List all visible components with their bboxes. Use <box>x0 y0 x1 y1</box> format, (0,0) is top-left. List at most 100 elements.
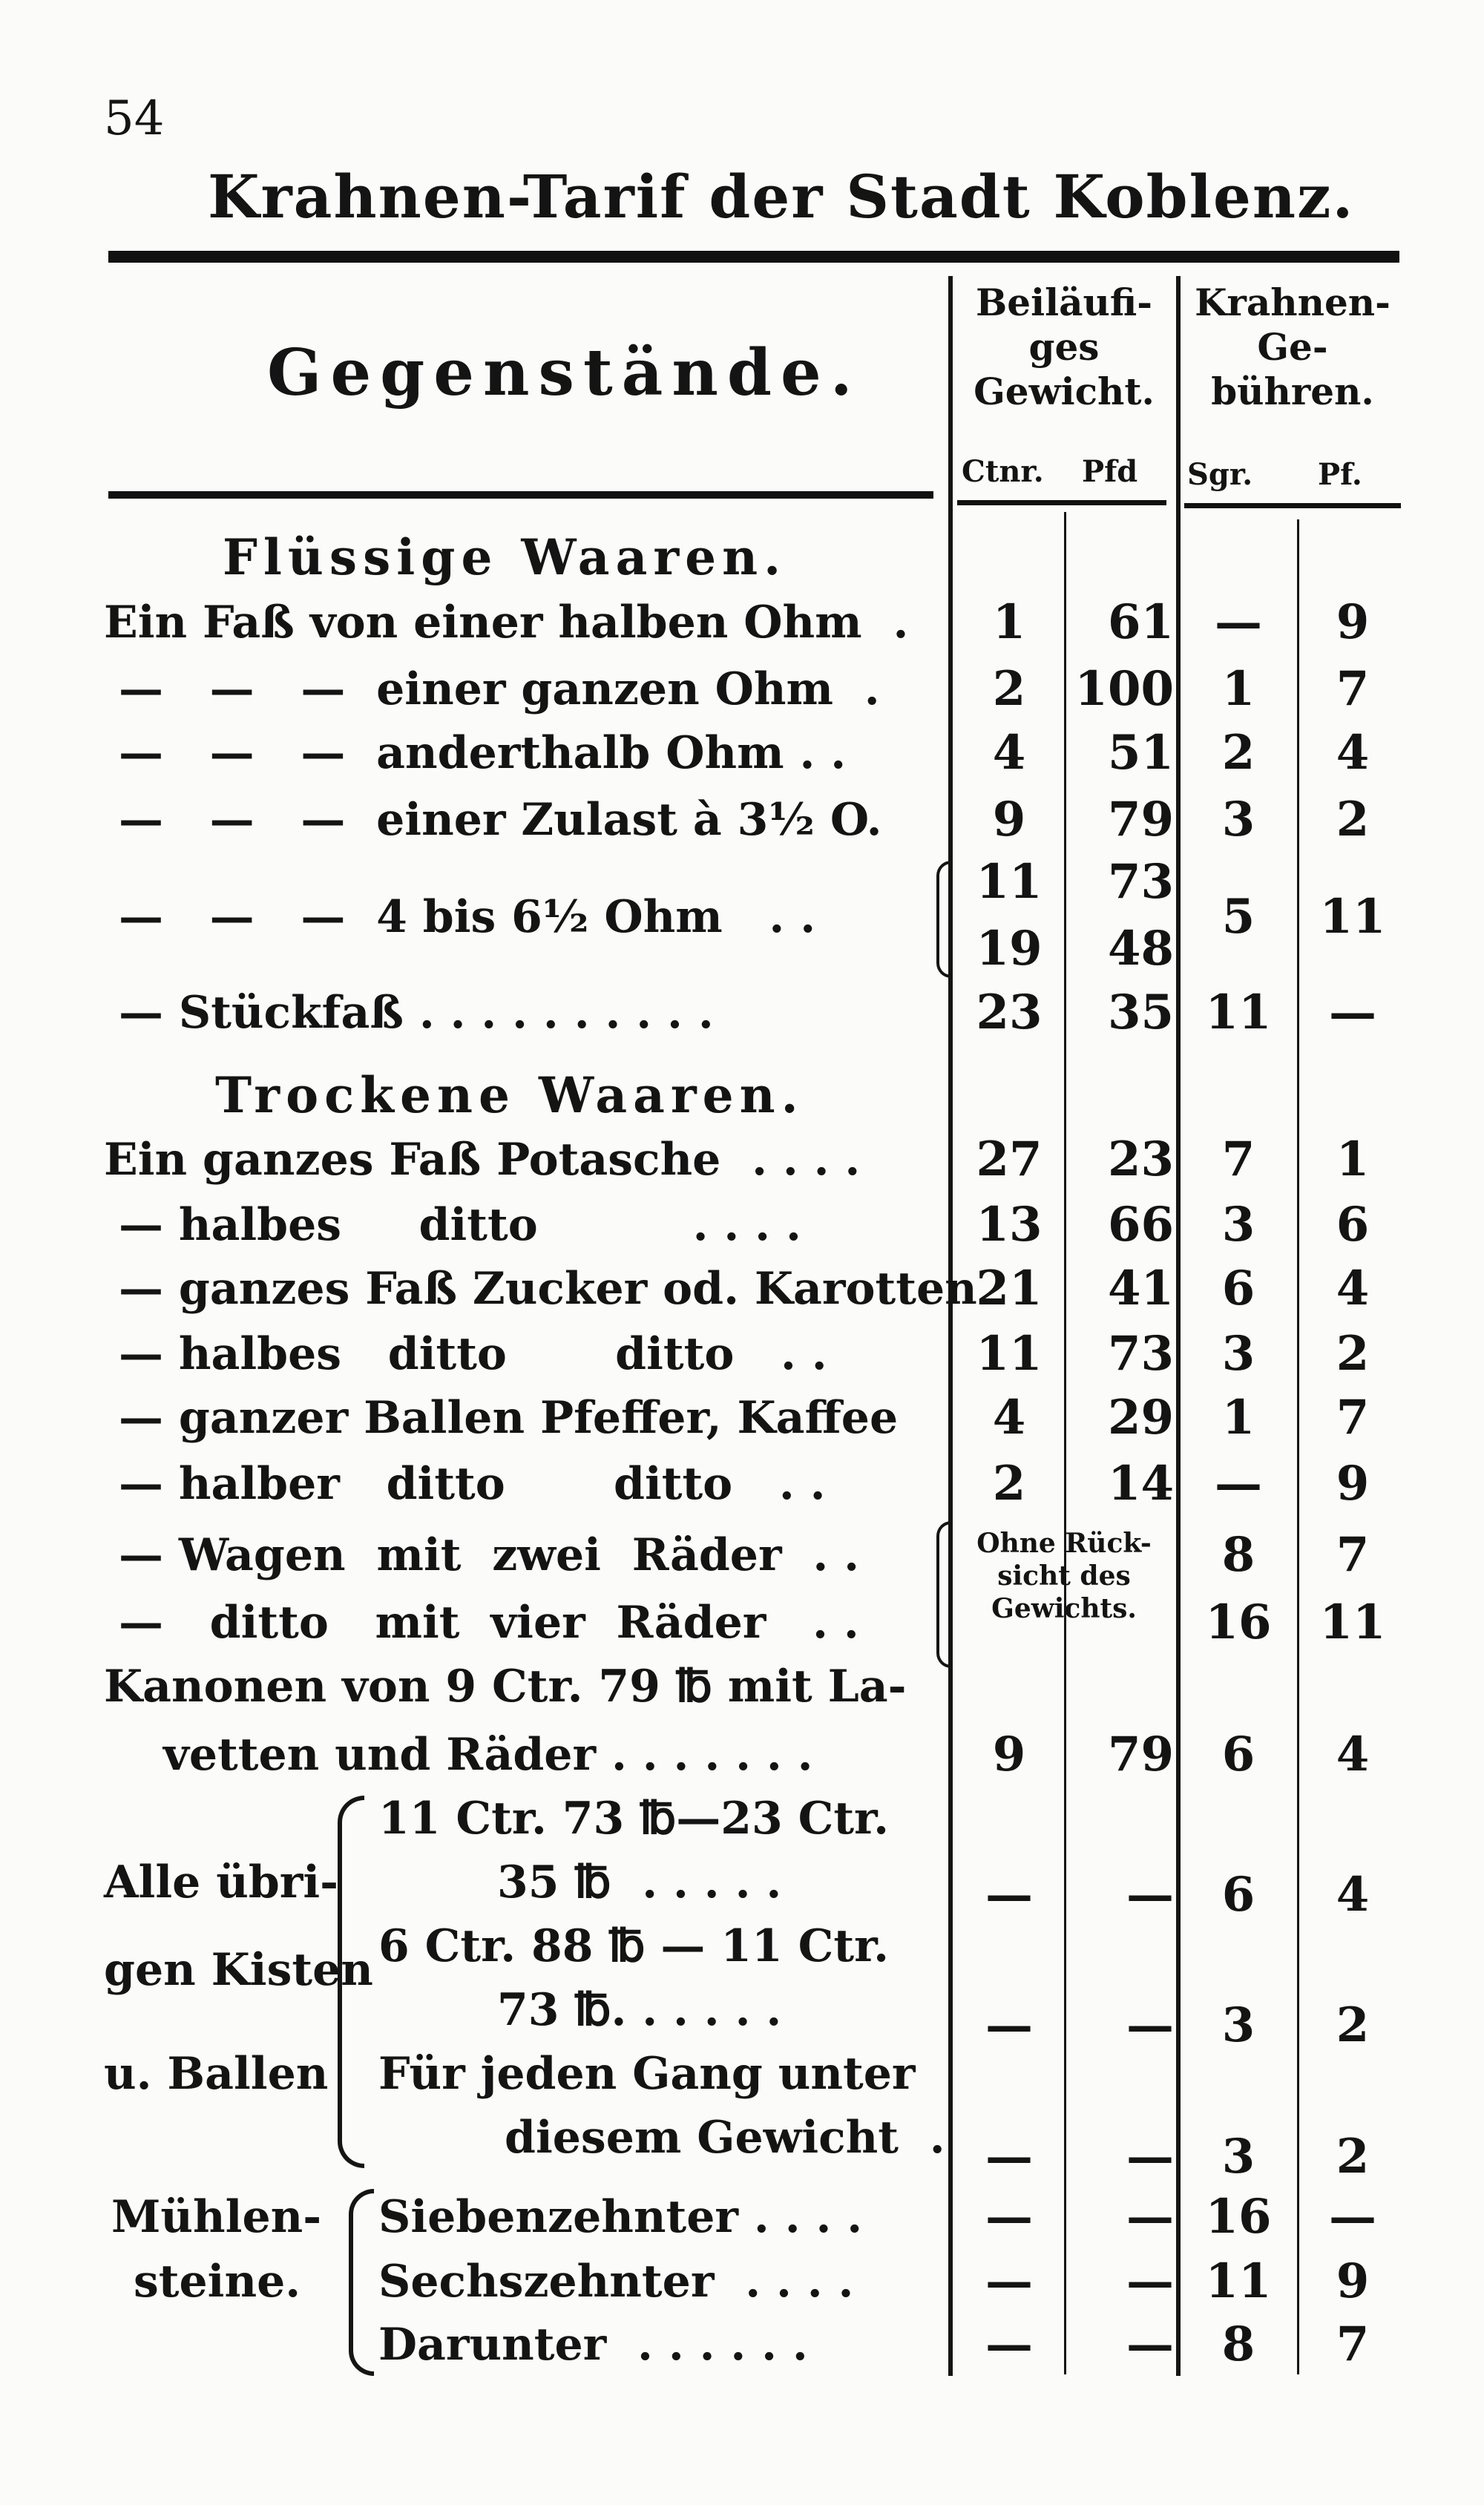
row-label: — Wagen mit zwei Räder . . <box>119 1529 859 1581</box>
weight-pfd: — <box>1126 2317 1174 2372</box>
boxes-item-label: diesem Gewicht . <box>505 2112 945 2164</box>
unit-pfd: Pfd <box>1082 454 1138 489</box>
weight-pfd: 35 <box>1107 985 1174 1040</box>
weight-ctnr: — <box>985 2253 1033 2309</box>
weight-ctnr: — <box>985 2189 1033 2245</box>
brace <box>338 1796 364 2168</box>
boxes-item-label: 6 Ctr. 88 ℔ — 11 Ctr. <box>378 1920 890 1972</box>
fee-pf: 7 <box>1336 661 1370 717</box>
row-label: — — — einer ganzen Ohm . <box>119 663 880 715</box>
weight-ctnr: 2 <box>992 661 1026 717</box>
column-line-weight <box>948 276 953 2376</box>
weight-pfd: 23 <box>1107 1132 1174 1187</box>
fee-sgr: 16 <box>1205 1595 1272 1650</box>
fee-pf: 4 <box>1336 1867 1370 1923</box>
section-liquid: Flüssige Waaren. <box>223 528 787 586</box>
millstones-label: steine. <box>134 2256 301 2308</box>
weight-ctnr: 11 <box>976 1326 1043 1382</box>
row-label: — ditto mit vier Räder . . <box>119 1597 859 1649</box>
weight-ctnr: 21 <box>976 1261 1043 1316</box>
weight-ctnr: 9 <box>992 792 1026 847</box>
fee-pf: 4 <box>1336 1261 1370 1316</box>
fee-pf: — <box>1329 2189 1376 2245</box>
header-rule-items <box>108 491 933 499</box>
header-weight: Beiläufi-ges Gewicht. <box>974 280 1155 413</box>
fee-sgr: 3 <box>1221 1197 1255 1252</box>
fee-sgr: 3 <box>1221 2129 1255 2184</box>
millstones-label: Mühlen- <box>111 2191 322 2243</box>
fee-sgr: — <box>1215 594 1262 650</box>
fee-pf: 2 <box>1336 1326 1370 1382</box>
weight-pfd: 51 <box>1107 725 1174 781</box>
fee-sgr: 8 <box>1221 2317 1255 2372</box>
brace <box>936 861 953 978</box>
column-line-sgr-pf <box>1297 519 1299 2374</box>
weight-ctnr: 9 <box>992 1727 1026 1782</box>
fee-sgr: 7 <box>1221 1132 1255 1187</box>
unit-pf: Pf. <box>1318 457 1362 492</box>
row-label: — Stückfaß . . . . . . . . . . <box>119 987 714 1039</box>
weight-pfd: — <box>1126 1997 1174 2053</box>
cannon-label: vetten und Räder . . . . . . . <box>163 1729 813 1781</box>
fee-sgr: 3 <box>1221 1326 1255 1382</box>
weight-ctnr: 23 <box>976 985 1043 1040</box>
fee-pf: 6 <box>1336 1197 1370 1252</box>
weight-pfd: 48 <box>1107 921 1174 976</box>
fee-sgr: 1 <box>1221 661 1255 717</box>
fee-pf: 2 <box>1336 792 1370 847</box>
weight-ctnr: — <box>985 1867 1033 1923</box>
fee-pf: 9 <box>1336 1456 1370 1511</box>
fee-sgr: 3 <box>1221 792 1255 847</box>
fee-pf: 4 <box>1336 1727 1370 1782</box>
weight-pfd: 73 <box>1107 854 1174 910</box>
weight-ctnr: 2 <box>992 1456 1026 1511</box>
row-label: — halbes ditto . . . . <box>119 1199 801 1251</box>
weight-pfd: 79 <box>1107 792 1174 847</box>
row-label: Ein ganzes Faß Potasche . . . . <box>104 1134 861 1186</box>
weight-pfd: 61 <box>1107 594 1174 650</box>
weight-pfd: — <box>1126 1867 1174 1923</box>
unit-ctnr: Ctnr. <box>962 454 1044 489</box>
boxes-item-label: 35 ℔ . . . . . <box>497 1856 782 1908</box>
fee-sgr: 11 <box>1205 2253 1272 2309</box>
weight-ctnr: 11 <box>976 854 1043 910</box>
weight-ctnr: — <box>985 2129 1033 2184</box>
row-label: — halber ditto ditto . . <box>119 1458 826 1510</box>
brace <box>936 1521 953 1668</box>
millstones-item-label: Darunter . . . . . . <box>378 2319 808 2371</box>
header-rule-weight <box>957 500 1166 505</box>
fee-pf: — <box>1329 985 1376 1040</box>
wagon-note: Ohne Rück-sicht des Gewichts. <box>976 1528 1152 1624</box>
fee-sgr: 16 <box>1205 2189 1272 2245</box>
page-number: 54 <box>104 91 165 146</box>
fee-pf: 7 <box>1336 2317 1370 2372</box>
unit-sgr: Sgr. <box>1187 457 1253 492</box>
section-dry: Trockene Waaren. <box>215 1066 804 1124</box>
fee-sgr: 1 <box>1221 1390 1255 1445</box>
fee-pf: 2 <box>1336 2129 1370 2184</box>
row-label: — halbes ditto ditto . . <box>119 1328 827 1380</box>
brace <box>349 2189 374 2376</box>
fee-sgr: 3 <box>1221 1997 1255 2053</box>
fee-pf: 4 <box>1336 725 1370 781</box>
weight-pfd: 100 <box>1074 661 1174 717</box>
row-label: Ein Faß von einer halben Ohm . <box>104 597 909 649</box>
weight-ctnr: 1 <box>992 594 1026 650</box>
page-title: Krahnen-Tarif der Stadt Koblenz. <box>208 162 1355 232</box>
weight-ctnr: 13 <box>976 1197 1043 1252</box>
fee-pf: 2 <box>1336 1997 1370 2053</box>
weight-pfd: — <box>1126 2129 1174 2184</box>
weight-pfd: 29 <box>1107 1390 1174 1445</box>
fee-pf: 7 <box>1336 1527 1370 1583</box>
weight-pfd: — <box>1126 2189 1174 2245</box>
boxes-item-label: 73 ℔. . . . . . <box>497 1984 782 2036</box>
fee-pf: 9 <box>1336 594 1370 650</box>
fee-pf: 1 <box>1336 1132 1370 1187</box>
column-line-fees <box>1176 276 1181 2376</box>
weight-ctnr: — <box>985 2317 1033 2372</box>
fee-sgr: 11 <box>1205 985 1272 1040</box>
row-label: — — — einer Zulast à 3½ O. <box>119 794 882 846</box>
row-label: — — — 4 bis 6½ Ohm . . <box>119 891 816 943</box>
fee-sgr: 5 <box>1221 889 1255 945</box>
weight-ctnr: 27 <box>976 1132 1043 1187</box>
